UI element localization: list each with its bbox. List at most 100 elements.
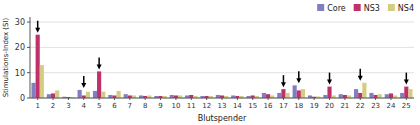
x-tick [206,98,207,100]
legend-swatch [354,4,361,11]
x-tick [83,98,84,100]
arrow-shaft [37,21,39,29]
chart: 0102030123456789101112131415161718192021… [0,0,420,125]
legend-label: NS4 [398,4,414,13]
x-tick [237,98,238,100]
x-tick [406,98,407,100]
legend-label: NS3 [364,4,380,13]
bar [404,87,408,98]
arrow [358,69,363,81]
arrow-shaft [283,75,285,83]
bar [354,89,358,98]
arrow-head [327,80,332,85]
x-tick-label: 22 [356,102,365,110]
bar [124,94,128,98]
bar [301,89,305,98]
arrow-head [404,80,409,85]
x-tick-label: 25 [402,102,411,110]
arrow-head [358,76,363,81]
x-tick [268,98,269,100]
x-tick [160,98,161,100]
x-tick-label: 1 [35,102,39,110]
y-axis-line [30,17,31,98]
y-axis-label: Stimulations-Index (SI) [2,17,10,97]
x-tick-label: 10 [171,102,180,110]
x-tick-label: 17 [279,102,288,110]
bar [389,93,393,98]
bar [362,83,366,98]
x-tick-label: 20 [325,102,334,110]
arrow [81,76,86,88]
arrow-head [97,64,102,69]
legend-item: Core [317,4,346,13]
x-tick-label: 21 [340,102,349,110]
y-tick-label: 10 [15,69,25,78]
legend-swatch [317,4,324,11]
x-tick [375,98,376,100]
bar [327,87,331,98]
x-tick-label: 12 [202,102,211,110]
bars [31,35,412,98]
x-tick [99,98,100,100]
bar [400,93,404,98]
bar [293,85,297,98]
arrow [404,73,409,85]
x-tick-label: 19 [310,102,319,110]
x-tick-label: 5 [97,102,101,110]
x-tick [344,98,345,100]
bar [47,94,51,98]
bar [385,94,389,98]
x-tick [53,98,54,100]
x-tick [298,98,299,100]
arrow-head [35,28,40,33]
arrow [281,75,286,87]
x-tick-label: 4 [82,102,87,110]
x-tick [68,98,69,100]
y-tick [27,47,30,48]
y-tick-label: 20 [15,43,25,52]
bar [281,89,285,98]
axes: 0102030123456789101112131415161718192021… [15,17,414,110]
x-tick [37,98,38,100]
arrow [97,57,102,69]
bar [51,93,55,98]
legend-item: NS4 [388,4,414,13]
arrow-head [296,78,301,83]
x-tick-label: 16 [264,102,273,110]
arrow [327,73,332,85]
arrow-shaft [98,57,100,65]
bar [36,35,40,98]
bar [101,92,105,98]
bar [277,93,281,98]
legend: Core NS3 NS4 [317,4,414,13]
x-tick-label: 2 [51,102,55,110]
arrow-shaft [298,71,300,79]
x-tick-label: 6 [112,102,117,110]
x-axis-label: Blutspender [198,114,247,123]
x-tick [329,98,330,100]
x-tick-label: 8 [143,102,147,110]
bar [408,89,412,98]
arrow [296,71,301,83]
bar [297,90,301,98]
y-tick-label: 30 [15,18,25,27]
x-tick-label: 18 [294,102,303,110]
legend-swatch [388,4,395,11]
arrow-shaft [359,69,361,77]
bar [40,65,44,98]
x-tick-label: 13 [218,102,227,110]
grid-line [30,47,414,48]
x-tick [252,98,253,100]
arrow [35,21,40,33]
y-tick [27,22,30,23]
x-tick-label: 14 [233,102,242,110]
x-tick [222,98,223,100]
x-tick [175,98,176,100]
arrow-shaft [406,73,408,81]
bar [86,92,90,98]
grid-line [30,72,414,73]
bar [358,93,362,98]
x-tick [114,98,115,100]
y-tick [27,72,30,73]
x-tick-label: 3 [66,102,70,110]
